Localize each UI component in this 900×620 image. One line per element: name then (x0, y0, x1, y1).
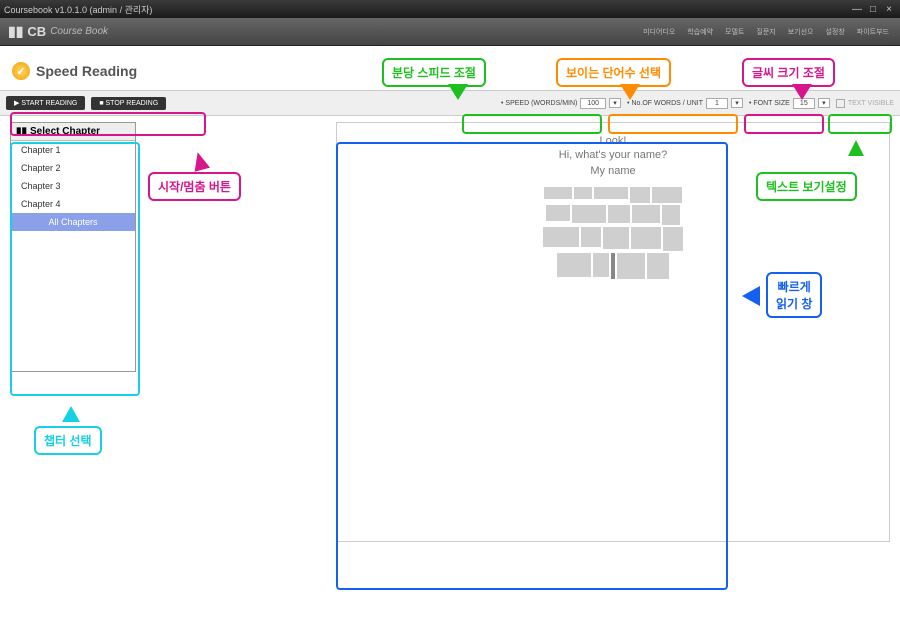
menu-item[interactable]: 질문지 (753, 26, 778, 38)
chevron-down-icon[interactable]: ▾ (818, 98, 830, 108)
words-control[interactable]: • No.OF WORDS / UNIT 1 ▾ (627, 98, 743, 109)
chapter-item[interactable]: Chapter 4 (11, 195, 135, 213)
speed-label: • SPEED (WORDS/MIN) (501, 100, 577, 107)
blurred-text (543, 187, 683, 279)
brand-short: CB (27, 24, 46, 39)
minimize-icon[interactable]: — (850, 4, 864, 15)
chapter-panel: ▮▮ Select Chapter Chapter 1 Chapter 2 Ch… (10, 122, 136, 372)
speed-value[interactable]: 100 (580, 98, 606, 109)
reader-line: My name (590, 165, 635, 177)
maximize-icon[interactable]: □ (866, 4, 880, 15)
fontsize-control[interactable]: • FONT SIZE 15 ▾ (749, 98, 830, 109)
toolbar: ▶ START READING ■ STOP READING • SPEED (… (0, 90, 900, 116)
stop-reading-button[interactable]: ■ STOP READING (91, 97, 166, 110)
words-value[interactable]: 1 (706, 98, 728, 109)
chevron-down-icon[interactable]: ▾ (731, 98, 743, 108)
brand: ▮▮ CB Course Book (8, 23, 108, 40)
reader-line: Look! (347, 135, 879, 147)
chapter-header: ▮▮ Select Chapter (11, 123, 135, 141)
checkbox-icon[interactable] (836, 99, 845, 108)
chapter-item[interactable]: Chapter 2 (11, 159, 135, 177)
words-label: • No.OF WORDS / UNIT (627, 100, 703, 107)
menu-item[interactable]: 파이트부드 (854, 26, 892, 38)
reader-line: Hi, what's your name? (347, 149, 879, 161)
app-header: ▮▮ CB Course Book 미디어디오 학습예약 모델트 질문지 보기선… (0, 18, 900, 46)
brand-long: Course Book (50, 26, 108, 37)
section-header: ✓ Speed Reading (0, 56, 900, 86)
menu-item[interactable]: 보기선으 (785, 26, 817, 38)
chapter-item-selected[interactable]: All Chapters (11, 213, 135, 231)
speed-control[interactable]: • SPEED (WORDS/MIN) 100 ▾ (501, 98, 621, 109)
main-area: ▮▮ Select Chapter Chapter 1 Chapter 2 Ch… (0, 116, 900, 548)
menu-item[interactable]: 모델트 (722, 26, 747, 38)
book-icon: ▮▮ (16, 126, 27, 137)
menu-item[interactable]: 미디어디오 (640, 26, 678, 38)
window-title: Coursebook v1.0.1.0 (admin / 관리자) (4, 3, 152, 16)
check-icon: ✓ (12, 62, 30, 80)
close-icon[interactable]: × (882, 4, 896, 15)
window-titlebar: Coursebook v1.0.1.0 (admin / 관리자) — □ × (0, 0, 900, 18)
fontsize-value[interactable]: 15 (793, 98, 815, 109)
text-visible-toggle[interactable]: TEXT VISIBLE (836, 99, 894, 108)
reader-pane: Look! Hi, what's your name? My name (336, 122, 890, 542)
start-reading-button[interactable]: ▶ START READING (6, 96, 85, 110)
chapter-item[interactable]: Chapter 1 (11, 141, 135, 159)
book-icon: ▮▮ (8, 23, 23, 40)
menu-item[interactable]: 설정창 (822, 26, 847, 38)
header-menu: 미디어디오 학습예약 모델트 질문지 보기선으 설정창 파이트부드 (640, 26, 892, 38)
menu-item[interactable]: 학습예약 (684, 26, 716, 38)
section-title: Speed Reading (36, 63, 137, 79)
fontsize-label: • FONT SIZE (749, 100, 790, 107)
chevron-down-icon[interactable]: ▾ (609, 98, 621, 108)
textvisible-label: TEXT VISIBLE (848, 100, 894, 107)
window-buttons: — □ × (850, 4, 896, 15)
chapter-item[interactable]: Chapter 3 (11, 177, 135, 195)
